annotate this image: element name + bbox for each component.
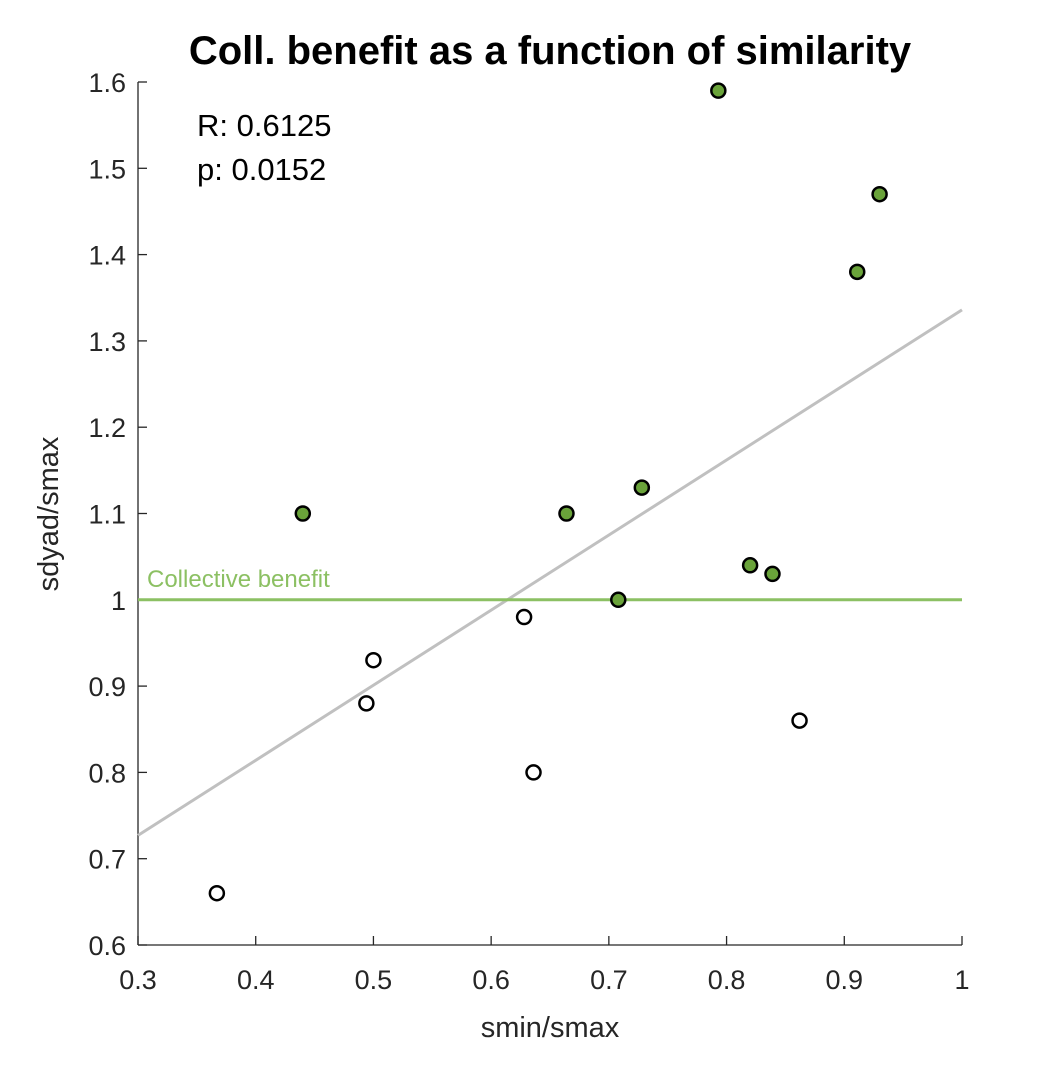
- y-tick-label: 1.5: [88, 154, 126, 184]
- x-tick-label: 0.7: [590, 965, 628, 995]
- x-tick-label: 0.5: [355, 965, 393, 995]
- y-tick-label: 0.7: [88, 845, 126, 875]
- y-tick-label: 1: [111, 586, 126, 616]
- data-point-benefit: [764, 565, 781, 583]
- data-point-benefit: [294, 505, 312, 522]
- data-point-no-benefit: [515, 608, 533, 626]
- fit-line: [137, 308, 963, 837]
- data-point-benefit: [848, 263, 866, 281]
- y-tick-label: 1.2: [88, 413, 126, 443]
- data-point-no-benefit: [358, 695, 375, 712]
- y-tick-label: 1.1: [88, 500, 126, 530]
- p-value-annotation: p: 0.0152: [197, 152, 326, 187]
- y-tick-label: 0.8: [88, 758, 126, 788]
- x-tick-label: 0.8: [708, 965, 746, 995]
- y-tick-label: 0.9: [88, 672, 126, 702]
- x-tick-label: 1: [954, 965, 969, 995]
- y-axis-label: sdyad/smax: [33, 436, 65, 591]
- data-point-benefit: [610, 591, 627, 609]
- y-tick-label: 0.6: [88, 931, 126, 961]
- data-point-benefit: [741, 557, 759, 574]
- y-tick-label: 1.4: [88, 241, 126, 271]
- data-point-no-benefit: [791, 712, 808, 729]
- data-point-no-benefit: [365, 651, 382, 669]
- data-point-no-benefit: [208, 884, 226, 902]
- y-tick-label: 1.3: [88, 327, 126, 357]
- x-axis-label: smin/smax: [481, 1012, 620, 1044]
- data-point-benefit: [633, 479, 651, 496]
- x-tick-label: 0.6: [472, 965, 510, 995]
- collective-benefit-label: Collective benefit: [147, 566, 330, 593]
- data-point-benefit: [710, 82, 727, 99]
- x-tick-label: 0.9: [826, 965, 864, 995]
- x-tick-label: 0.4: [237, 965, 275, 995]
- chart-title: Coll. benefit as a function of similarit…: [189, 29, 912, 73]
- data-point-benefit: [558, 505, 575, 522]
- data-point-benefit: [871, 185, 888, 203]
- y-tick-label: 1.6: [88, 68, 126, 98]
- x-tick-label: 0.3: [119, 965, 157, 995]
- data-point-no-benefit: [525, 764, 542, 781]
- r-value-annotation: R: 0.6125: [197, 108, 331, 143]
- plot-area: 0.3 0.4 0.5 0.6 0.7 0.8 0.9 1 0.6 0.7 0.8 0.9 1 1.1 1.…: [88, 68, 969, 995]
